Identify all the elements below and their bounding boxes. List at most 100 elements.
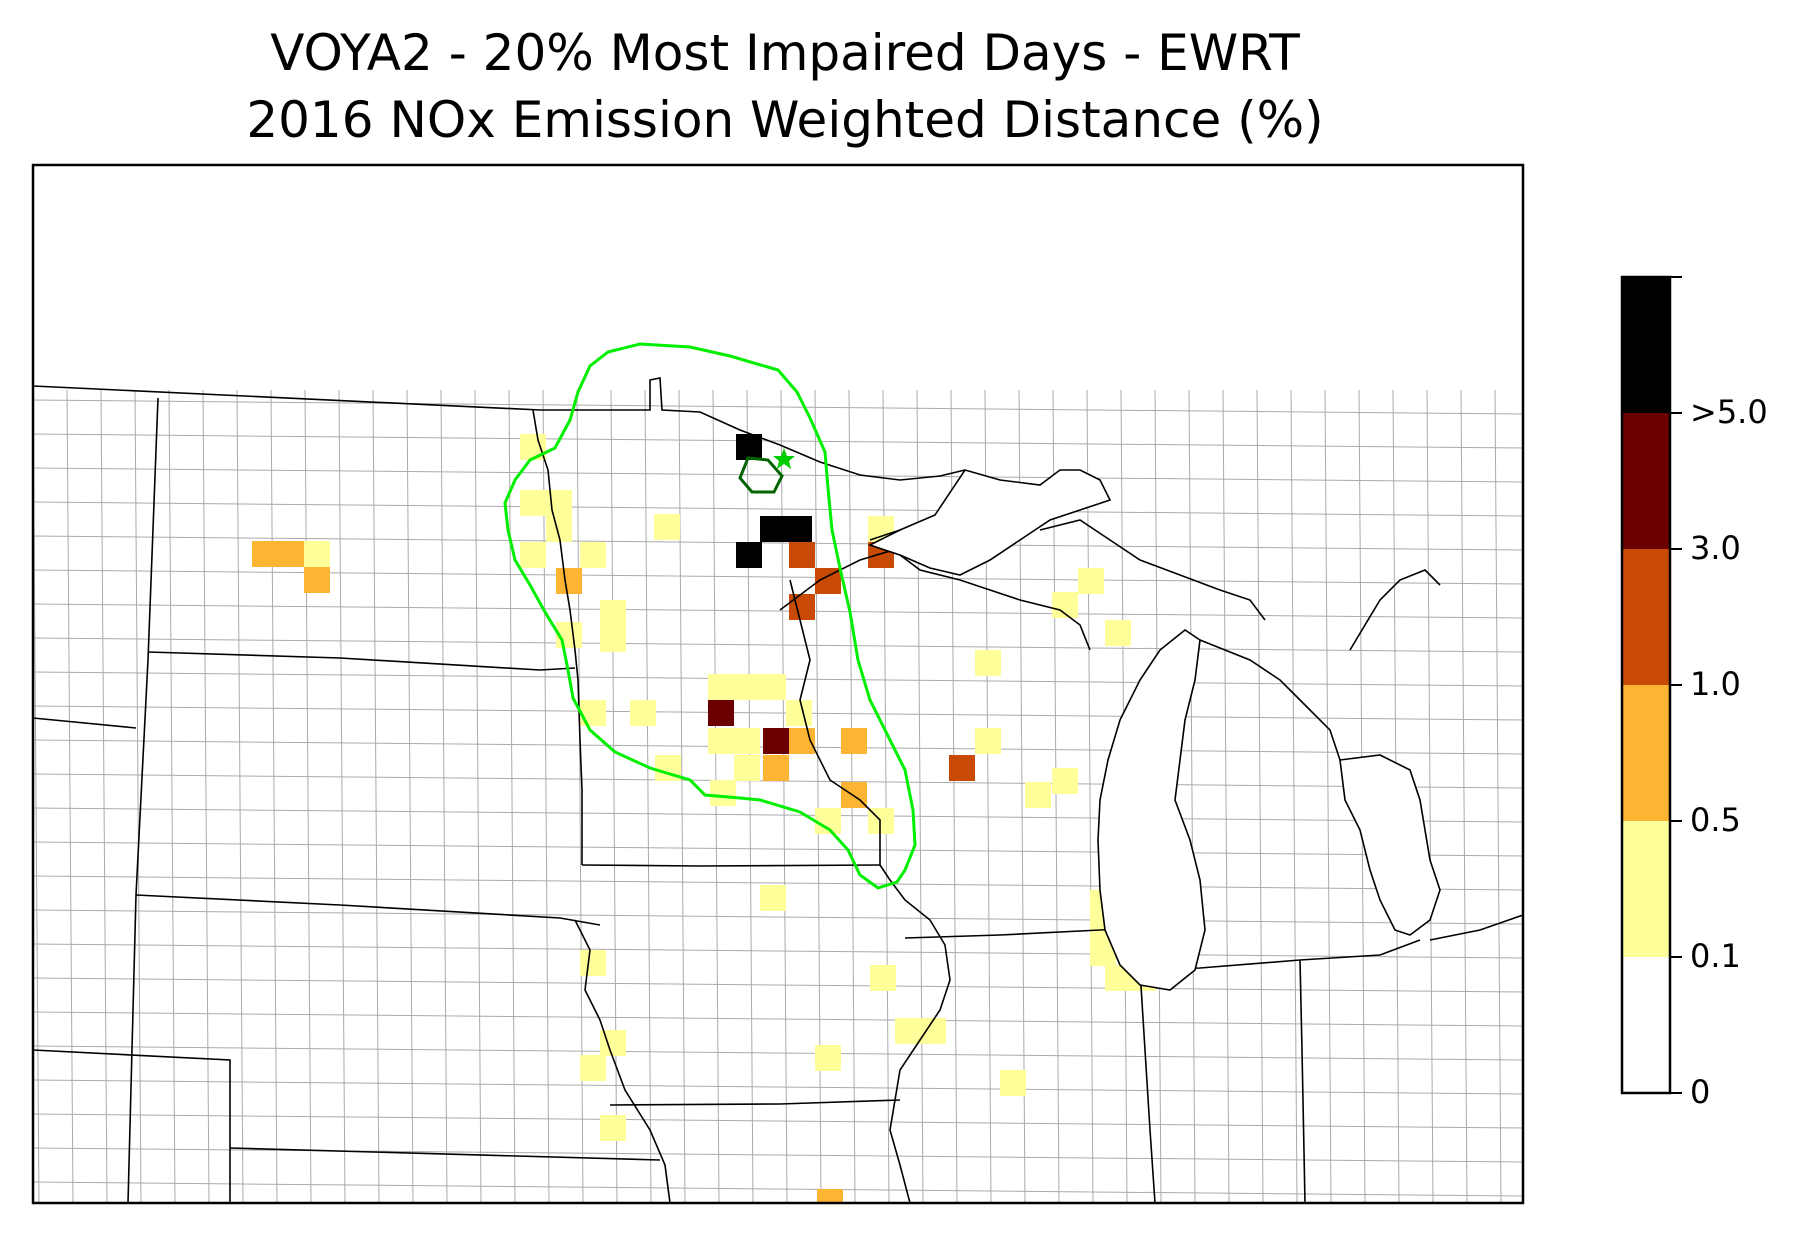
county-line (1460, 389, 1468, 1203)
colorbar-segment (1622, 413, 1670, 549)
emission-cell (734, 674, 760, 700)
emission-cell (710, 780, 736, 806)
emission-cell (520, 490, 546, 516)
county-line (406, 389, 414, 1203)
emission-cell (556, 568, 582, 594)
michigan-outline (1039, 519, 1441, 761)
emission-cell (736, 434, 762, 460)
emission-cell (252, 541, 278, 567)
emission-cell (789, 594, 815, 620)
emission-cell (760, 674, 786, 700)
emission-cell (736, 542, 762, 568)
colorbar-segment (1622, 957, 1670, 1093)
site-star-icon (773, 448, 795, 469)
emission-cell (949, 755, 975, 781)
emission-cell (895, 1018, 921, 1044)
county-line (66, 389, 74, 1203)
county-line (33, 807, 1523, 823)
emission-cell (975, 728, 1001, 754)
county-line (168, 389, 176, 1203)
colorbar-segment (1622, 685, 1670, 821)
emission-cells (252, 434, 1426, 1203)
emission-cell (1025, 782, 1051, 808)
colorbar-tick-label: 3.0 (1690, 529, 1741, 567)
county-line (372, 389, 380, 1203)
emission-cell (786, 516, 812, 542)
great-lakes-shoreline (867, 469, 1441, 991)
county-line (1324, 389, 1332, 1203)
emission-cell (789, 542, 815, 568)
emission-cell (630, 700, 656, 726)
county-line (33, 467, 1523, 483)
emission-cell (580, 950, 606, 976)
county-line (33, 1011, 1523, 1027)
county-line (1052, 389, 1060, 1203)
county-line (33, 501, 1523, 517)
emission-cell (708, 674, 734, 700)
colorbar-segment (1622, 277, 1670, 413)
emission-cell (1000, 1070, 1026, 1096)
county-line (33, 977, 1523, 993)
inner-contour (738, 456, 784, 494)
emission-cell (763, 755, 789, 781)
emission-cell (760, 885, 786, 911)
emission-cell (734, 755, 760, 781)
colorbar-segment (1622, 549, 1670, 685)
county-line (474, 389, 482, 1203)
county-line (100, 389, 108, 1203)
emission-cell (278, 541, 304, 567)
county-line (542, 389, 550, 1203)
county-line (33, 909, 1523, 925)
state-borders (33, 377, 1523, 1203)
emission-cell (975, 650, 1001, 676)
county-line (33, 399, 1523, 415)
emission-cell (600, 1115, 626, 1141)
emission-cell (760, 516, 786, 542)
emission-cell (763, 728, 789, 754)
colorbar-tick-label: 0 (1690, 1073, 1711, 1111)
county-line (134, 389, 142, 1203)
map-title-line-2: 2016 NOx Emission Weighted Distance (%) (246, 91, 1324, 149)
colorbar-segment (1622, 821, 1670, 957)
emission-cell (654, 514, 680, 540)
county-line (1256, 389, 1264, 1203)
emission-cell (1052, 768, 1078, 794)
emission-cell (920, 1018, 946, 1044)
county-line (33, 943, 1523, 959)
county-line (1426, 389, 1434, 1203)
county-line (33, 1181, 1523, 1197)
county-line (746, 389, 754, 1203)
county-line (1188, 389, 1196, 1203)
emission-cell (708, 700, 734, 726)
colorbar-tick-label: 0.5 (1690, 801, 1741, 839)
emission-cell (304, 567, 330, 593)
county-line (304, 389, 312, 1203)
county-line (33, 1147, 1523, 1163)
emission-cell (580, 542, 606, 568)
emission-cell (786, 700, 812, 726)
county-line (33, 705, 1523, 721)
county-line (440, 389, 448, 1203)
emission-cell (841, 728, 867, 754)
emission-cell (817, 1189, 843, 1203)
county-line (33, 841, 1523, 857)
county-line (33, 1045, 1523, 1061)
county-line (33, 603, 1523, 619)
county-line (202, 389, 210, 1203)
county-line (33, 569, 1523, 585)
emission-cell (708, 728, 734, 754)
county-line (338, 389, 346, 1203)
map-title-line-1: VOYA2 - 20% Most Impaired Days - EWRT (270, 24, 1300, 82)
emission-cell (580, 1055, 606, 1081)
emission-cell (520, 542, 546, 568)
emission-cell (815, 1045, 841, 1071)
map-frame (31, 163, 1525, 1205)
emission-cell (1078, 568, 1104, 594)
emission-cell (734, 728, 760, 754)
county-line (236, 389, 244, 1203)
outer-contour (503, 342, 917, 890)
colorbar-tick-label: 0.1 (1690, 937, 1741, 975)
colorbar-tick-label: >5.0 (1690, 393, 1768, 431)
emission-cell (600, 626, 626, 652)
